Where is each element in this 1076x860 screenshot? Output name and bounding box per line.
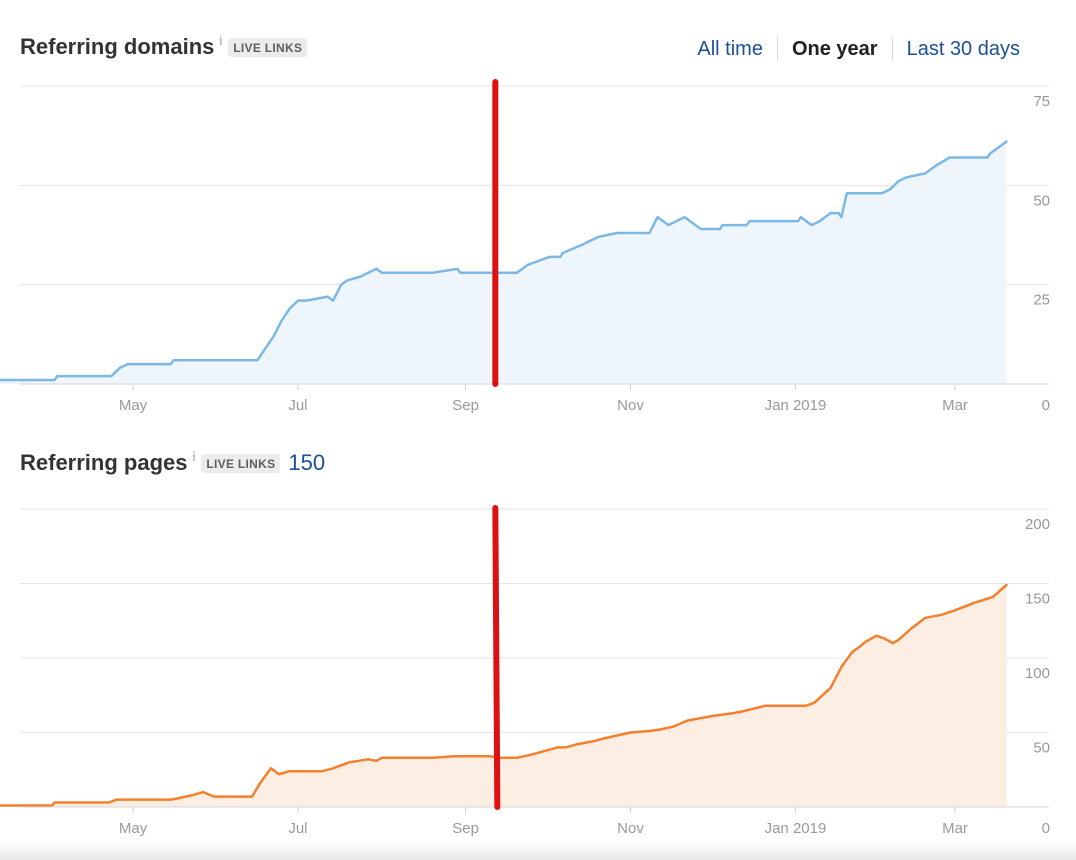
y-tick-label: 0 xyxy=(1042,820,1050,837)
y-tick-label: 0 xyxy=(1042,397,1050,414)
tab-all-time[interactable]: All time xyxy=(697,37,763,60)
red-marker-line xyxy=(492,505,501,810)
referring-domains-chart[interactable]: 75 50 25 0 May Jul Sep Nov Jan 2019 Mar xyxy=(0,78,1076,418)
x-tick-label: Jan 2019 xyxy=(765,397,827,414)
y-tick-label: 75 xyxy=(1033,93,1050,110)
y-tick-label: 50 xyxy=(1033,192,1050,209)
x-tick-label: May xyxy=(119,820,148,837)
referring-pages-chart[interactable]: 200 150 100 50 0 May Jul Sep Nov Jan 2019 Mar xyxy=(0,500,1076,846)
x-tick-label: Mar xyxy=(942,397,968,414)
referring-domains-heading: Referring domains xyxy=(20,34,215,59)
pages-area-fill xyxy=(0,585,1007,807)
referring-pages-heading: Referring pages xyxy=(20,450,188,475)
bottom-edge-shadow xyxy=(0,842,1076,860)
y-tick-label: 150 xyxy=(1025,591,1050,608)
referring-pages-count: 150 xyxy=(288,450,326,475)
referring-domains-title: Referring domains i LIVE LINKS xyxy=(20,33,308,60)
x-tick-label: May xyxy=(119,397,148,414)
pages-series-line[interactable] xyxy=(0,583,1008,807)
x-tick-label: Sep xyxy=(452,820,479,837)
live-links-badge: LIVE LINKS xyxy=(228,38,308,57)
info-icon[interactable]: i xyxy=(219,33,223,48)
y-tick-label: 200 xyxy=(1025,516,1050,533)
info-icon[interactable]: i xyxy=(192,449,196,464)
x-tick-label: Mar xyxy=(942,820,968,837)
domains-area-fill xyxy=(0,141,1007,384)
tab-last-30-days[interactable]: Last 30 days xyxy=(906,37,1020,60)
y-tick-label: 25 xyxy=(1033,292,1050,309)
tab-one-year[interactable]: One year xyxy=(791,37,878,60)
tab-divider xyxy=(891,37,893,61)
referring-pages-title: Referring pages i LIVE LINKS 150 xyxy=(20,449,326,476)
x-tick-label: Nov xyxy=(617,820,644,837)
x-tick-label: Sep xyxy=(452,397,479,414)
x-tick-label: Nov xyxy=(617,397,644,414)
x-tick-label: Jul xyxy=(288,397,307,414)
x-tick-label: Jan 2019 xyxy=(765,820,827,837)
y-tick-label: 50 xyxy=(1033,740,1050,757)
x-tick-label: Jul xyxy=(288,820,307,837)
live-links-badge: LIVE LINKS xyxy=(201,454,281,473)
time-range-selector: All time One year Last 30 days xyxy=(683,37,1020,61)
y-tick-label: 100 xyxy=(1025,665,1050,682)
domains-series-line[interactable] xyxy=(0,140,1008,382)
tab-divider xyxy=(776,37,778,61)
